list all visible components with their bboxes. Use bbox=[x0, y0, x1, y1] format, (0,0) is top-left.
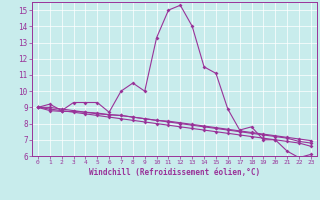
X-axis label: Windchill (Refroidissement éolien,°C): Windchill (Refroidissement éolien,°C) bbox=[89, 168, 260, 177]
